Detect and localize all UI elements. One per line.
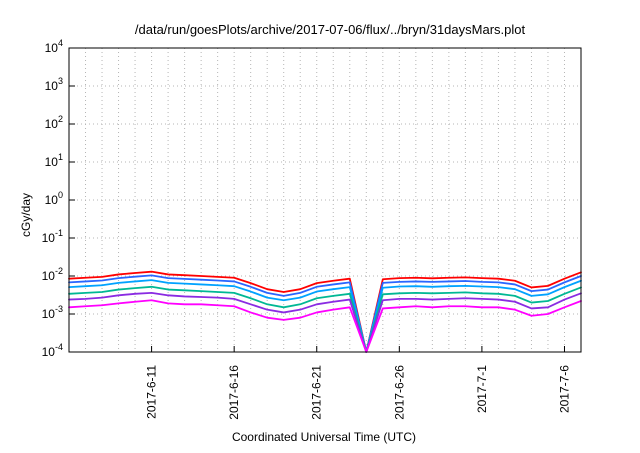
y-axis-label: cGy/day bbox=[19, 193, 33, 237]
series-line-2 bbox=[68, 279, 582, 353]
y-tick-label: 101 bbox=[45, 152, 63, 169]
x-tick-label: 2017-7-1 bbox=[475, 365, 489, 413]
series-line-3 bbox=[68, 285, 582, 353]
series-line-5 bbox=[68, 299, 582, 353]
x-tick-label: 2017-7-6 bbox=[557, 365, 571, 413]
y-tick-label: 10-3 bbox=[42, 304, 63, 321]
grid-layer bbox=[68, 47, 582, 353]
y-tick-label: 100 bbox=[45, 190, 63, 207]
x-tick-label: 2017-6-26 bbox=[392, 365, 406, 420]
y-tick-label: 10-2 bbox=[42, 266, 63, 283]
y-tick-label: 103 bbox=[45, 76, 63, 93]
series-line-0 bbox=[68, 270, 582, 353]
y-tick-label: 10-4 bbox=[42, 342, 63, 359]
x-tick-label: 2017-6-11 bbox=[145, 365, 159, 419]
x-tick-label: 2017-6-16 bbox=[227, 365, 241, 420]
x-tick-label: 2017-6-21 bbox=[310, 365, 324, 420]
y-tick-label: 10-1 bbox=[42, 228, 63, 245]
chart-title: /data/run/goesPlots/archive/2017-07-06/f… bbox=[135, 22, 526, 37]
plot-frame bbox=[68, 47, 582, 353]
y-tick-label: 102 bbox=[45, 114, 63, 131]
y-tick-label: 104 bbox=[45, 38, 63, 55]
x-axis-label: Coordinated Universal Time (UTC) bbox=[232, 430, 416, 444]
series-line-4 bbox=[68, 291, 582, 353]
series-layer bbox=[68, 270, 582, 353]
series-line-1 bbox=[68, 274, 582, 353]
